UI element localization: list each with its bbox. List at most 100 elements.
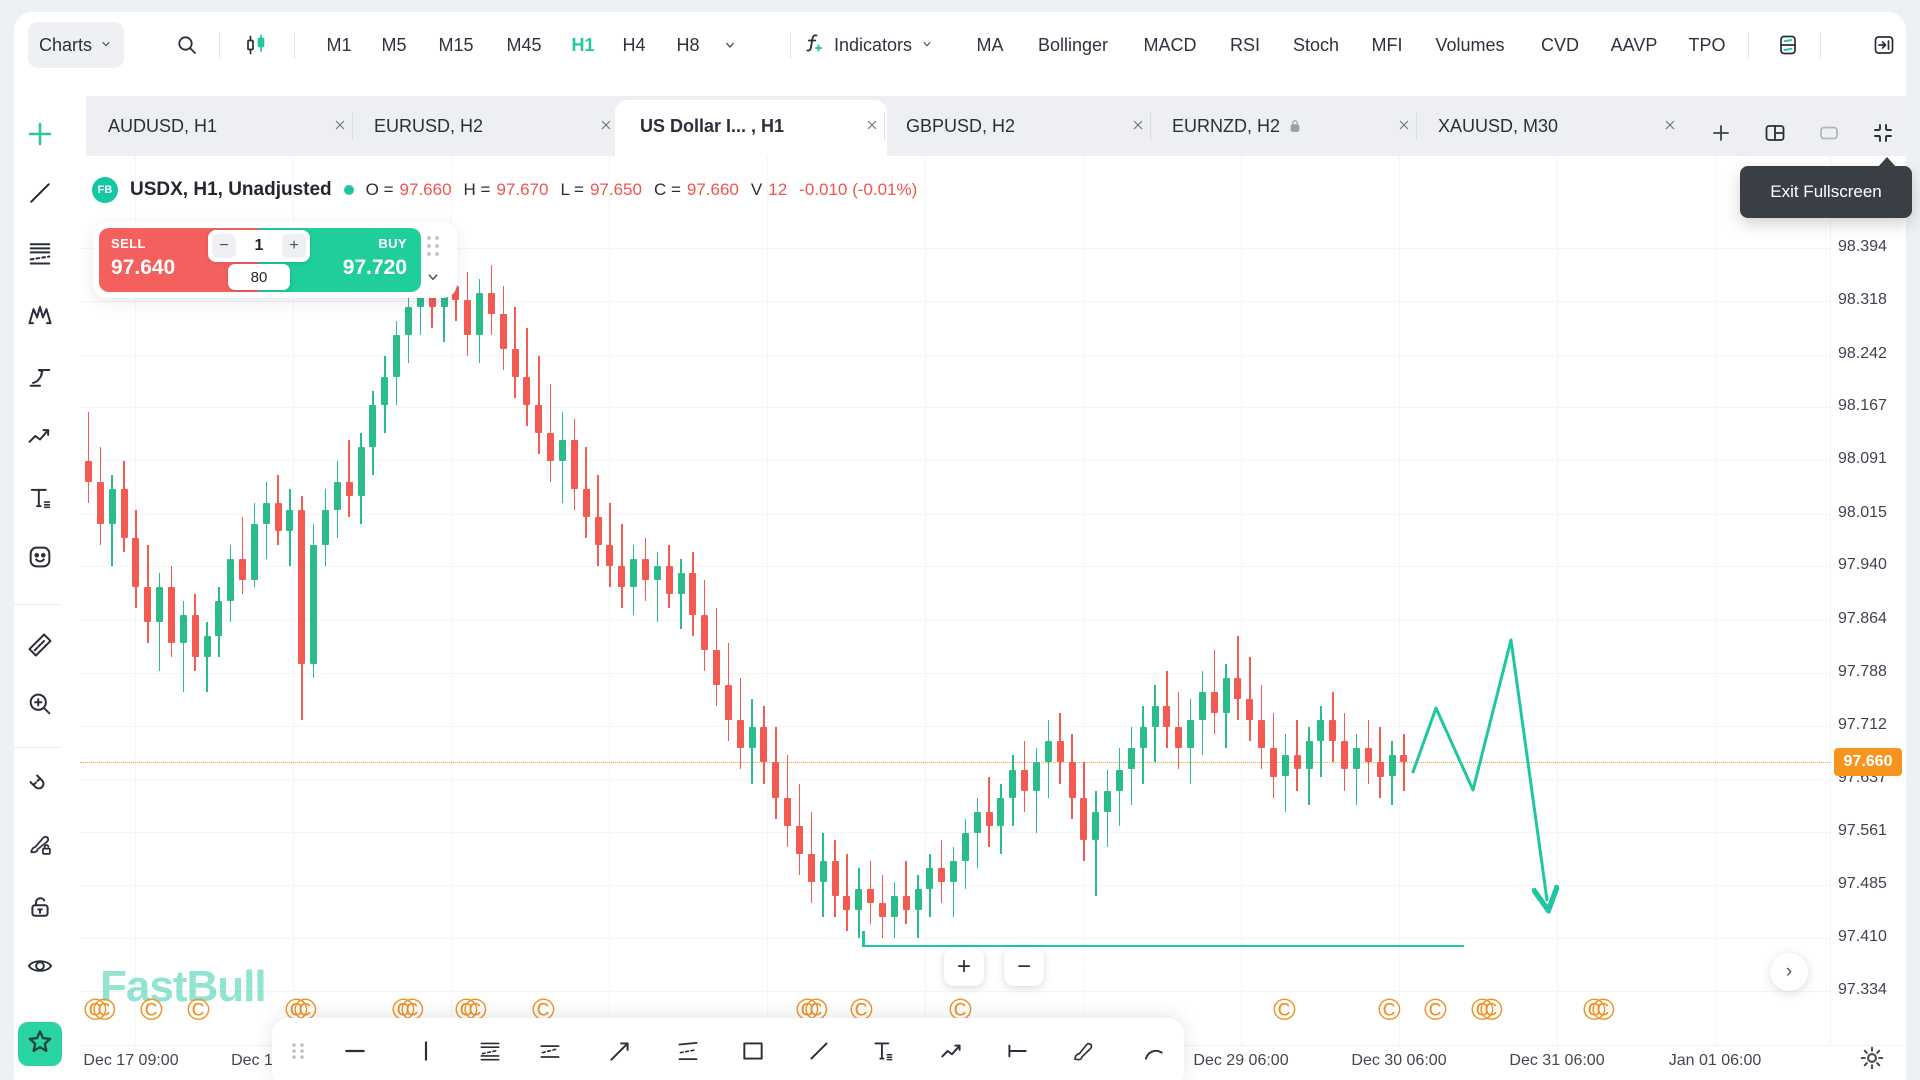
disjoint-channel-tool[interactable] — [537, 1040, 563, 1066]
indicator-shortcut-ma[interactable]: MA — [976, 34, 1004, 55]
quantity-minus-button[interactable]: − — [212, 234, 236, 258]
tab-xauusd[interactable]: XAUUSD, M30 — [1438, 96, 1675, 156]
chevron-down-icon — [99, 35, 113, 56]
tab-label: US Dollar I... , H1 — [640, 115, 785, 136]
settings-gear-icon[interactable] — [1858, 1044, 1886, 1077]
ruler-tool[interactable] — [22, 629, 58, 665]
zoom-out-button[interactable]: − — [1004, 948, 1044, 986]
trend-projection-tool[interactable] — [22, 361, 58, 397]
brush-lock-tool[interactable] — [22, 828, 58, 864]
layout-split-icon[interactable] — [1760, 112, 1790, 154]
tab-eurnzd[interactable]: EURNZD, H2 — [1172, 96, 1409, 156]
close-tab-icon[interactable] — [332, 117, 348, 136]
timeframe-m15[interactable]: M15 — [438, 34, 474, 55]
exit-fullscreen-icon[interactable] — [1868, 112, 1898, 154]
horizontal-line-tool[interactable] — [342, 1040, 368, 1066]
close-tab-icon[interactable] — [864, 117, 880, 136]
widget-drag-handle[interactable] — [427, 236, 439, 256]
add-tab-icon[interactable] — [1706, 112, 1736, 154]
indicators-menu-button[interactable]: Indicators — [802, 24, 934, 66]
tab-us-dollar-i-[interactable]: US Dollar I... , H1 — [640, 96, 877, 156]
horizontal-ray-tool[interactable] — [1004, 1040, 1030, 1066]
flat-channel-tool[interactable] — [675, 1040, 701, 1066]
zigzag-arrow-tool[interactable] — [22, 420, 58, 456]
search-icon[interactable] — [172, 24, 202, 66]
polyline-arrow-tool[interactable] — [939, 1040, 965, 1066]
candle — [784, 797, 792, 826]
price-axis-label: 98.318 — [1838, 291, 1887, 309]
arc-tool[interactable] — [1140, 1040, 1166, 1066]
tab-eurusd[interactable]: EURUSD, H2 — [374, 96, 611, 156]
indicator-shortcut-bollinger[interactable]: Bollinger — [1037, 34, 1109, 55]
quantity-plus-button[interactable]: + — [282, 234, 306, 258]
text-tool[interactable] — [870, 1040, 896, 1066]
candle-wick — [182, 601, 185, 693]
scroll-right-button[interactable]: › — [1770, 953, 1808, 991]
arrow-tool[interactable] — [607, 1040, 633, 1066]
candlestick-style-icon[interactable] — [240, 24, 272, 66]
indicator-shortcut-volumes[interactable]: Volumes — [1435, 34, 1505, 55]
main-card — [14, 12, 1906, 1080]
crosshair-plus-tool[interactable] — [22, 118, 58, 154]
disjoint-channel-icon — [537, 1038, 563, 1069]
layout-single-icon[interactable] — [1814, 112, 1844, 154]
timeframe-h1[interactable]: H1 — [571, 34, 595, 55]
parallel-channel-tool[interactable] — [477, 1040, 503, 1066]
panel-layout-icon[interactable] — [1772, 24, 1804, 66]
vertical-line-tool[interactable] — [413, 1040, 439, 1066]
timeframe-m5[interactable]: M5 — [381, 34, 407, 55]
buy-price: 97.720 — [342, 256, 407, 279]
close-tab-icon[interactable] — [1130, 117, 1146, 136]
chevron-down-icon[interactable] — [718, 24, 742, 66]
zoom-in-button[interactable]: + — [944, 948, 984, 986]
close-tab-icon[interactable] — [1396, 117, 1412, 136]
unlock-tool[interactable] — [22, 891, 58, 927]
candle — [701, 615, 709, 651]
candle — [274, 503, 282, 532]
magnet-tool[interactable] — [22, 769, 58, 805]
indicator-shortcut-macd[interactable]: MACD — [1143, 34, 1197, 55]
indicator-shortcut-rsi[interactable]: RSI — [1229, 34, 1260, 55]
horizontal-lines-tool[interactable] — [22, 237, 58, 273]
eye-tool[interactable] — [22, 950, 58, 986]
timeframe-m1[interactable]: M1 — [326, 34, 352, 55]
candle — [1187, 720, 1195, 749]
wave-pattern-tool[interactable] — [22, 299, 58, 335]
emoji-sticker-tool[interactable] — [22, 541, 58, 577]
close-tab-icon[interactable] — [1662, 117, 1678, 136]
timeframe-h8[interactable]: H8 — [676, 34, 700, 55]
open-side-panel-icon[interactable] — [1868, 24, 1900, 66]
support-line-drawing[interactable] — [862, 944, 1464, 948]
tab-label: XAUUSD, M30 — [1438, 115, 1559, 136]
brush-tool[interactable] — [1070, 1040, 1096, 1066]
tab-audusd[interactable]: AUDUSD, H1 — [108, 96, 345, 156]
indicator-shortcut-mfi[interactable]: MFI — [1371, 34, 1403, 55]
candle — [1376, 762, 1384, 777]
quantity-value[interactable]: 1 — [254, 237, 264, 254]
tab-gbpusd[interactable]: GBPUSD, H2 — [906, 96, 1143, 156]
drag-handle-tool[interactable] — [285, 1040, 311, 1066]
indicator-shortcut-aavp[interactable]: AAVP — [1610, 34, 1658, 55]
diagonal-line-tool[interactable] — [806, 1040, 832, 1066]
timeframe-m45[interactable]: M45 — [506, 34, 542, 55]
indicator-shortcut-tpo[interactable]: TPO — [1688, 34, 1726, 55]
chart-plot-area[interactable] — [80, 156, 1830, 1045]
favorites-star-button[interactable] — [18, 1022, 62, 1066]
symbol-name[interactable]: USDX, H1, Unadjusted — [130, 179, 332, 200]
charts-menu-button[interactable]: Charts — [28, 22, 124, 68]
rectangle-icon — [740, 1038, 766, 1069]
gridline-vertical — [1399, 156, 1400, 1045]
trend-line-icon — [26, 179, 54, 212]
text-tool-tool[interactable] — [22, 482, 58, 518]
indicator-shortcut-stoch[interactable]: Stoch — [1292, 34, 1340, 55]
zoom-in-tool[interactable] — [22, 688, 58, 724]
candle — [760, 727, 768, 763]
chevron-down-icon[interactable] — [424, 268, 442, 291]
exit-fullscreen-tooltip: Exit Fullscreen — [1740, 157, 1912, 218]
indicator-shortcut-cvd[interactable]: CVD — [1540, 34, 1579, 55]
candle-wick — [549, 383, 552, 483]
rectangle-tool[interactable] — [740, 1040, 766, 1066]
trend-line-tool[interactable] — [22, 177, 58, 213]
close-tab-icon[interactable] — [598, 117, 614, 136]
timeframe-h4[interactable]: H4 — [622, 34, 646, 55]
